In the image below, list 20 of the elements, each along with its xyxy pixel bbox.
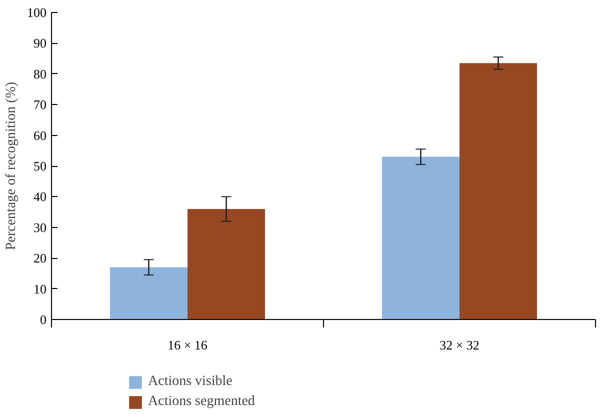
bar [460, 63, 538, 320]
y-tick-label: 0 [40, 312, 46, 327]
x-tick-label: 16 × 16 [168, 338, 208, 352]
y-tick-label: 90 [34, 36, 46, 51]
y-tick-label: 30 [34, 220, 46, 235]
bar [382, 156, 460, 320]
y-tick-label: 60 [34, 128, 46, 143]
y-tick-label: 10 [34, 281, 46, 296]
y-tick-label: 100 [27, 5, 46, 20]
bar [188, 208, 266, 320]
y-tick-label: 20 [34, 250, 46, 266]
y-tick-label: 40 [34, 189, 46, 204]
x-tick-label: 32 × 32 [440, 338, 480, 352]
y-tick-label: 50 [34, 158, 46, 174]
y-tick-label: 70 [34, 97, 46, 112]
bar [110, 267, 188, 320]
y-tick-label: 80 [34, 66, 46, 82]
y-axis-title: Percentage of recognition (%) [4, 82, 19, 250]
legend-label: Actions visible [148, 374, 232, 390]
legend-label: Actions segmented [148, 394, 255, 410]
